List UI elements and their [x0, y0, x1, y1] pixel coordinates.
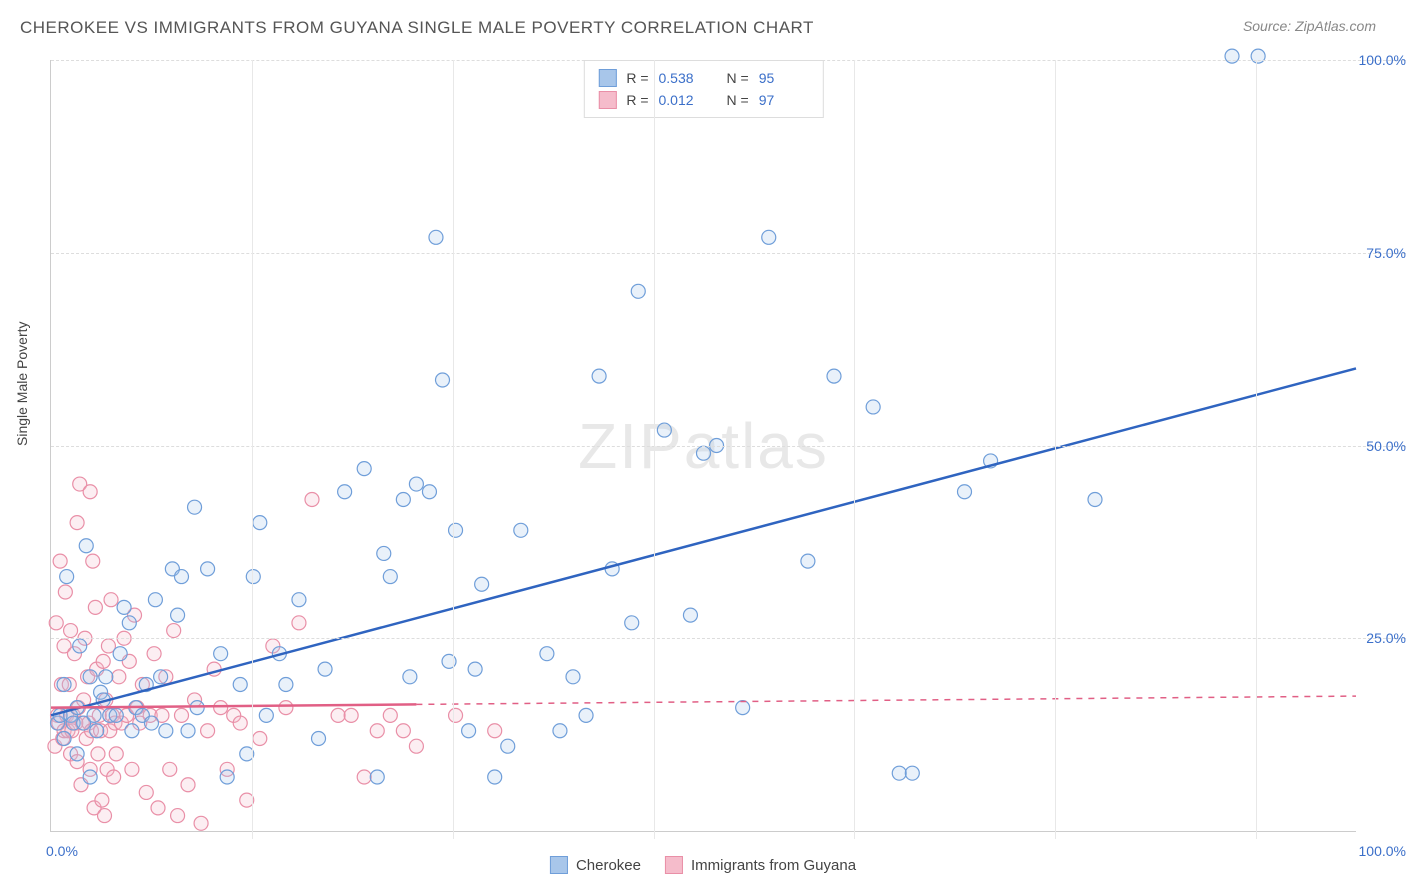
series-cherokee [51, 49, 1266, 784]
gridline-h [51, 446, 1406, 447]
legend-swatch [598, 69, 616, 87]
n-label: N = [727, 70, 749, 86]
y-tick-label: 75.0% [1358, 245, 1406, 261]
n-value: 97 [759, 92, 809, 108]
r-label: R = [626, 70, 648, 86]
n-value: 95 [759, 70, 809, 86]
chart-title: CHEROKEE VS IMMIGRANTS FROM GUYANA SINGL… [20, 18, 814, 38]
y-axis-title: Single Male Poverty [14, 321, 30, 446]
legend-swatch [665, 856, 683, 874]
gridline-h [51, 60, 1406, 61]
r-value: 0.538 [659, 70, 709, 86]
legend-swatch [550, 856, 568, 874]
y-tick-label: 50.0% [1358, 438, 1406, 454]
gridline-v [854, 60, 855, 839]
gridline-h [51, 638, 1406, 639]
r-label: R = [626, 92, 648, 108]
legend-label: Cherokee [576, 857, 641, 874]
gridline-v [1256, 60, 1257, 839]
r-value: 0.012 [659, 92, 709, 108]
x-tick-end: 100.0% [1359, 843, 1406, 859]
gridline-h [51, 253, 1406, 254]
n-label: N = [727, 92, 749, 108]
source-attribution: Source: ZipAtlas.com [1243, 18, 1376, 34]
gridline-v [654, 60, 655, 839]
plot-area: ZIPatlas 0.0% 100.0% R = 0.538 N = 95 R … [50, 60, 1356, 832]
legend-stat-row: R = 0.538 N = 95 [598, 67, 808, 89]
y-tick-label: 25.0% [1358, 630, 1406, 646]
x-tick-start: 0.0% [46, 843, 78, 859]
legend-stat-row: R = 0.012 N = 97 [598, 89, 808, 111]
legend-label: Immigrants from Guyana [691, 857, 856, 874]
legend-swatch [598, 91, 616, 109]
legend-series: Cherokee Immigrants from Guyana [550, 856, 856, 874]
gridline-v [453, 60, 454, 839]
gridline-v [252, 60, 253, 839]
legend-item: Cherokee [550, 856, 641, 874]
legend-item: Immigrants from Guyana [665, 856, 856, 874]
chart-container: CHEROKEE VS IMMIGRANTS FROM GUYANA SINGL… [0, 0, 1406, 892]
legend-stats: R = 0.538 N = 95 R = 0.012 N = 97 [583, 60, 823, 118]
y-tick-label: 100.0% [1358, 52, 1406, 68]
gridline-v [1055, 60, 1056, 839]
